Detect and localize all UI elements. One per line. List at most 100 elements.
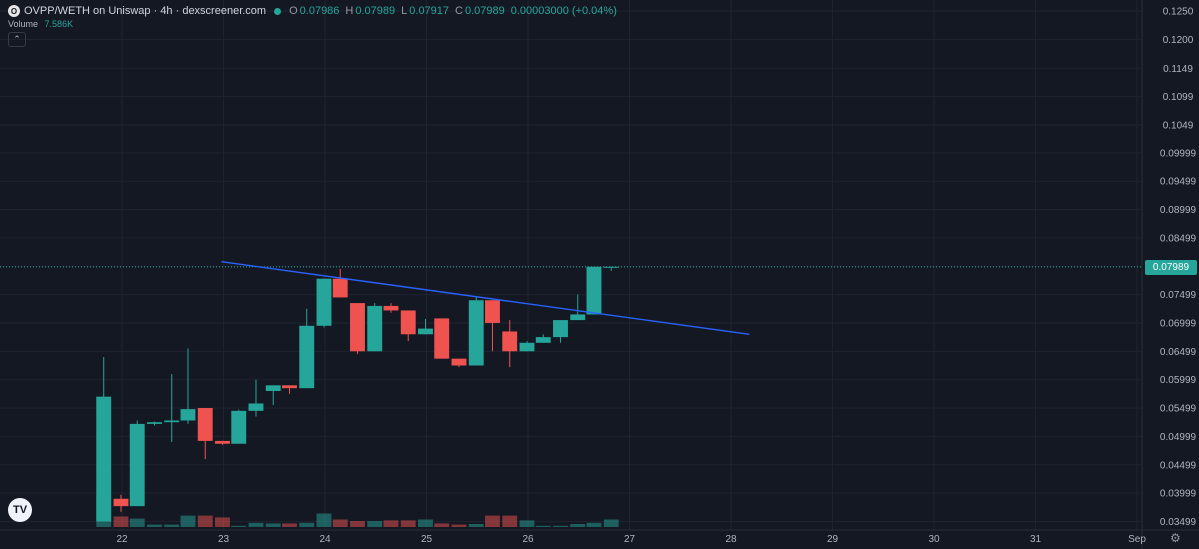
candle-body: [367, 305, 383, 352]
chart-header: O OVPP/WETH on Uniswap · 4h · dexscreene…: [8, 3, 623, 19]
volume-bar: [248, 522, 264, 527]
x-tick-label: 22: [116, 534, 128, 545]
y-tick-label: 0.06999: [1160, 318, 1197, 329]
volume-bar: [451, 524, 467, 527]
token-logo-icon: O: [8, 5, 20, 17]
volume-bar: [519, 520, 535, 527]
y-tick-label: 0.04999: [1160, 432, 1197, 443]
volume-bar: [231, 525, 247, 527]
volume-bar: [570, 524, 586, 527]
candle-body: [570, 314, 586, 321]
ohlc-low: L 0.07917: [401, 5, 450, 17]
gear-icon[interactable]: ⚙: [1170, 531, 1181, 545]
volume-bar: [299, 522, 315, 527]
candle-body: [299, 325, 315, 389]
volume-bar: [586, 522, 602, 527]
y-tick-label: 0.09499: [1160, 177, 1197, 188]
ohlc-high: H 0.07989: [345, 5, 396, 17]
volume-bar: [316, 513, 332, 527]
volume-legend: Volume 7.586K: [8, 19, 73, 29]
volume-bar: [535, 525, 551, 527]
volume-bar: [468, 524, 484, 527]
candle-body: [535, 337, 551, 343]
ohlc-close: C 0.07989: [455, 5, 505, 17]
ohlc-change: 0.00003000 (+0.04%): [510, 5, 617, 17]
candle-body: [468, 300, 484, 366]
x-tick-label: 26: [522, 534, 534, 545]
volume-bar: [197, 515, 213, 527]
candle-body: [316, 278, 332, 326]
y-tick-label: 0.1149: [1163, 64, 1193, 75]
volume-bar: [603, 519, 619, 527]
status-dot-icon: [274, 7, 282, 15]
candle-body: [434, 318, 450, 359]
y-tick-label: 0.03999: [1160, 489, 1197, 500]
candle-body: [485, 300, 500, 323]
volume-bar: [418, 519, 433, 527]
candle-body: [586, 266, 602, 315]
candle-body: [96, 396, 112, 522]
volume-bar: [350, 521, 365, 527]
chevron-up-icon: ⌃: [13, 34, 21, 44]
volume-value: 7.586K: [44, 19, 74, 29]
pair-title: OVPP/WETH on Uniswap · 4h · dexscreener.…: [24, 5, 267, 17]
candle-body: [129, 423, 145, 507]
candle-body: [519, 342, 535, 352]
candle-body: [603, 266, 619, 268]
trend-line: [221, 260, 750, 335]
x-tick-label: 29: [827, 534, 839, 545]
tradingview-logo-icon[interactable]: TV: [8, 498, 32, 522]
y-tick-label: 0.07499: [1160, 290, 1197, 301]
volume-bar: [164, 524, 180, 527]
volume-bar: [502, 515, 518, 527]
volume-bar: [147, 524, 162, 527]
volume-bar: [400, 520, 416, 527]
y-tick-label: 0.03499: [1160, 517, 1197, 528]
x-tick-label: 30: [928, 534, 940, 545]
x-tick-label: 27: [624, 534, 636, 545]
candle-body: [350, 303, 365, 352]
ohlc-open: O 0.07986: [289, 5, 340, 17]
x-tick-label: 24: [319, 534, 331, 545]
volume-bar: [282, 523, 297, 527]
candle-body: [553, 320, 568, 338]
y-tick-label: 0.05999: [1160, 375, 1197, 386]
candle-body: [383, 305, 399, 311]
y-tick-label: 0.06499: [1160, 347, 1197, 358]
y-tick-label: 0.08499: [1160, 233, 1197, 244]
candle-body: [418, 328, 433, 335]
candle-body: [231, 410, 247, 444]
candle-body: [113, 498, 129, 507]
y-tick-label: 0.1049: [1163, 120, 1194, 131]
x-tick-label: 28: [725, 534, 737, 545]
y-tick-label: 0.08999: [1160, 205, 1197, 216]
candle-body: [248, 403, 264, 411]
volume-bar: [180, 515, 196, 527]
volume-bar: [434, 523, 450, 527]
y-tick-label: 0.04499: [1160, 460, 1197, 471]
x-tick-label: Sep: [1128, 534, 1146, 545]
volume-bar: [215, 517, 230, 527]
volume-bar: [367, 521, 383, 527]
candle-body: [400, 310, 416, 335]
candle-body: [502, 331, 518, 352]
candle-body: [197, 408, 213, 441]
last-price-tag: 0.07989: [1145, 260, 1197, 275]
candle-body: [282, 385, 297, 389]
candle-body: [265, 385, 281, 391]
collapse-legend-button[interactable]: ⌃: [8, 32, 26, 47]
x-tick-label: 23: [218, 534, 230, 545]
y-tick-label: 0.1250: [1163, 7, 1194, 18]
candle-body: [147, 422, 162, 424]
y-tick-label: 0.1200: [1163, 35, 1194, 46]
volume-label: Volume: [8, 19, 39, 29]
candle-body: [164, 420, 180, 423]
x-tick-label: 25: [421, 534, 433, 545]
candle-body: [332, 278, 348, 298]
candle-body: [180, 409, 196, 421]
volume-bar: [113, 516, 129, 527]
volume-bar: [485, 515, 500, 527]
y-tick-label: 0.09999: [1160, 148, 1197, 159]
volume-bar: [383, 520, 399, 527]
